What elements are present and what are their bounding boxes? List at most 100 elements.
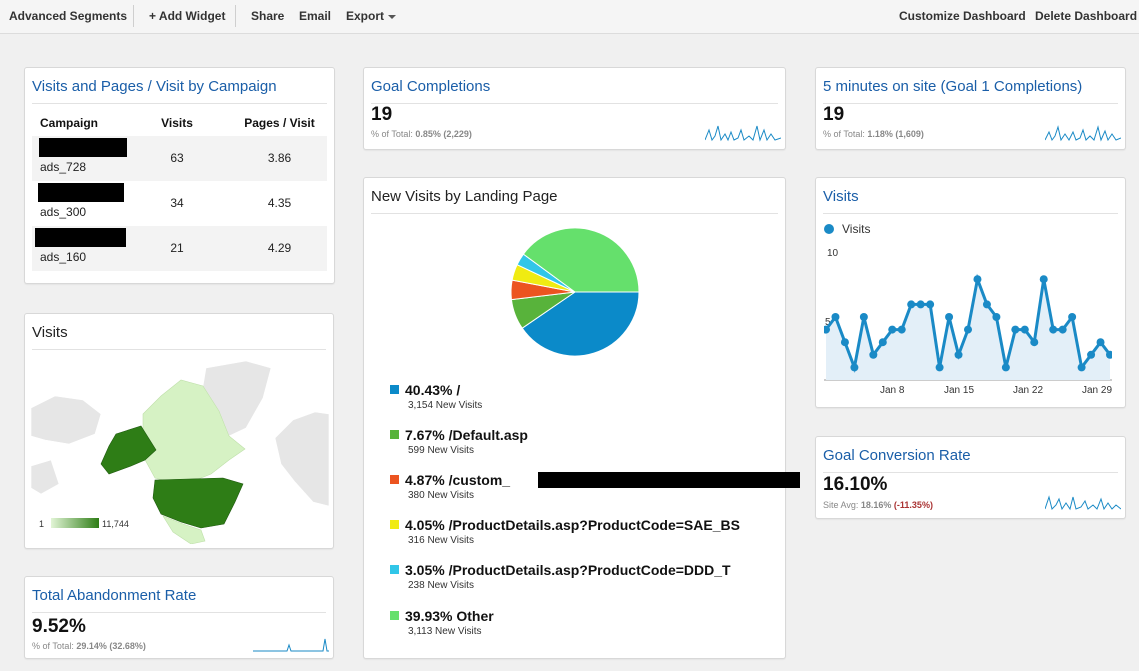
pie-slice-5[interactable] — [522, 227, 640, 293]
visits-point[interactable] — [1030, 338, 1039, 347]
visits-point[interactable] — [935, 363, 944, 372]
campaign-name[interactable]: ads_300 — [40, 205, 87, 219]
legend-percent: 39.93% — [405, 608, 453, 624]
visits-point[interactable] — [954, 350, 963, 359]
legend-page: /ProductDetails.asp?ProductCode=DDD_T — [448, 562, 731, 578]
visits-chart-widget: Visits Visits 10 5 Jan 8 Jan 15 Jan 22 J… — [815, 177, 1126, 408]
redacted-block — [538, 472, 800, 488]
visits-point[interactable] — [945, 313, 954, 321]
column-header-visits[interactable]: Visits — [161, 116, 193, 130]
visits-point[interactable] — [1058, 325, 1067, 334]
campaign-widget-title[interactable]: Visits and Pages / Visit by Campaign — [32, 78, 327, 104]
legend-swatch — [390, 565, 399, 574]
subtext-prefix: % of Total: — [823, 129, 865, 139]
landing-page-pie-chart[interactable] — [509, 226, 641, 358]
map-region-mexico[interactable] — [162, 515, 206, 544]
campaign-pages-per-visit: 3.86 — [267, 151, 292, 165]
campaign-visits: 21 — [170, 241, 184, 255]
visits-point[interactable] — [907, 300, 916, 309]
campaign-visits: 63 — [170, 151, 184, 165]
visits-map-title: Visits — [32, 324, 326, 350]
toolbar-divider — [235, 5, 236, 27]
redacted-block — [35, 228, 126, 247]
visits-point[interactable] — [973, 275, 982, 284]
visits-point[interactable] — [926, 300, 935, 309]
customize-dashboard-button[interactable]: Customize Dashboard — [899, 9, 1026, 23]
toolbar-divider — [133, 5, 134, 27]
campaign-name[interactable]: ads_160 — [40, 250, 87, 264]
visits-point[interactable] — [1011, 325, 1020, 334]
map-region-alaska[interactable] — [100, 425, 157, 475]
export-label: Export — [346, 9, 385, 23]
five-minutes-title[interactable]: 5 minutes on site (Goal 1 Completions) — [823, 78, 1118, 104]
table-row: ads_728 63 3.86 — [32, 136, 327, 181]
visits-point[interactable] — [831, 313, 840, 321]
abandonment-title[interactable]: Total Abandonment Rate — [32, 587, 326, 613]
map-region-asia[interactable] — [31, 459, 60, 495]
conversion-value: 16.10% — [823, 474, 888, 495]
export-button[interactable]: Export — [346, 9, 397, 23]
column-header-campaign[interactable]: Campaign — [40, 116, 99, 130]
visits-line-chart[interactable] — [824, 254, 1112, 384]
email-button[interactable]: Email — [299, 9, 332, 23]
visits-point[interactable] — [888, 325, 897, 334]
visits-point[interactable] — [1106, 350, 1112, 359]
subtext-prefix: % of Total: — [32, 641, 74, 651]
subtext-prefix: % of Total: — [371, 129, 413, 139]
legend-swatch — [390, 430, 399, 439]
visits-point[interactable] — [878, 338, 887, 347]
legend-series-name: Visits — [842, 222, 871, 236]
visits-point[interactable] — [869, 350, 878, 359]
x-tick-label: Jan 29 — [1082, 385, 1113, 396]
map-region-canada[interactable] — [142, 379, 246, 483]
visits-point[interactable] — [824, 325, 830, 334]
legend-page: /custom_ — [448, 472, 511, 488]
visits-point[interactable] — [1068, 313, 1077, 321]
goal-completions-title[interactable]: Goal Completions — [371, 78, 778, 104]
visits-chart-legend[interactable]: Visits — [824, 222, 870, 236]
map-region-usa[interactable] — [152, 477, 244, 529]
campaign-name[interactable]: ads_728 — [40, 160, 87, 174]
visits-point[interactable] — [859, 313, 868, 321]
legend-percent: 4.05% — [405, 517, 445, 533]
share-button[interactable]: Share — [251, 9, 285, 23]
legend-label: 40.43% / — [405, 382, 460, 398]
visits-point[interactable] — [850, 363, 859, 372]
visits-point[interactable] — [1020, 325, 1029, 334]
legend-label: 39.93% Other — [405, 608, 494, 624]
column-header-pages-per-visit[interactable]: Pages / Visit — [244, 116, 315, 130]
landing-page-title: New Visits by Landing Page — [371, 188, 778, 214]
map-legend-min: 1 — [39, 519, 45, 529]
visits-point[interactable] — [982, 300, 991, 309]
map-region-eurasia[interactable] — [274, 411, 329, 507]
advanced-segments-button[interactable]: Advanced Segments — [9, 9, 128, 23]
visits-chart-title[interactable]: Visits — [823, 188, 1118, 214]
pie-slice-0[interactable] — [521, 291, 640, 357]
goal-completions-widget: Goal Completions 19 % of Total: 0.85% (2… — [363, 67, 786, 150]
visits-point[interactable] — [840, 338, 849, 347]
delete-dashboard-button[interactable]: Delete Dashboard — [1035, 9, 1138, 23]
conversion-title[interactable]: Goal Conversion Rate — [823, 447, 1118, 473]
add-widget-button[interactable]: + Add Widget — [149, 9, 226, 23]
world-map[interactable] — [31, 356, 329, 544]
legend-page: Other — [456, 608, 494, 624]
visits-point[interactable] — [897, 325, 906, 334]
legend-subtext: 238 New Visits — [408, 580, 474, 591]
visits-point[interactable] — [1049, 325, 1058, 334]
map-legend-gradient — [51, 518, 99, 528]
visits-point[interactable] — [1039, 275, 1048, 284]
subtext-value: 0.85% (2,229) — [415, 129, 472, 139]
visits-point[interactable] — [1077, 363, 1086, 372]
map-legend-max: 11,744 — [102, 519, 129, 529]
visits-point[interactable] — [1001, 363, 1010, 372]
visits-point[interactable] — [992, 313, 1001, 321]
map-region-russia[interactable] — [31, 395, 102, 445]
landing-page-widget: New Visits by Landing Page 40.43% / 3,15… — [363, 177, 800, 659]
visits-point[interactable] — [916, 300, 925, 309]
redacted-block — [38, 183, 124, 202]
visits-point[interactable] — [1087, 350, 1096, 359]
legend-label: 4.05% /ProductDetails.asp?ProductCode=SA… — [405, 517, 740, 533]
visits-point[interactable] — [1096, 338, 1105, 347]
visits-point[interactable] — [964, 325, 972, 334]
visits-map-widget: Visits 1 11,744 — [24, 313, 334, 549]
